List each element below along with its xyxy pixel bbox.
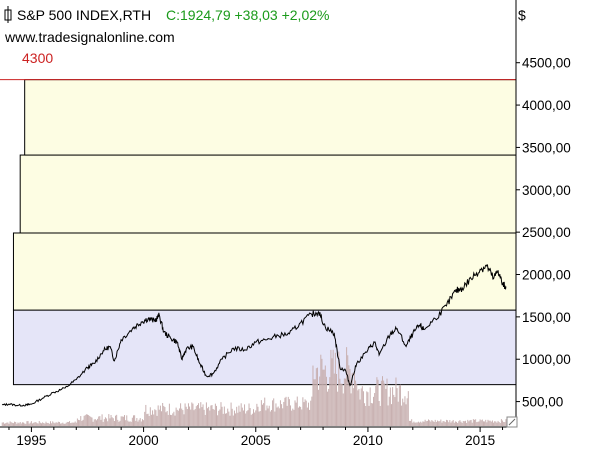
y-tick-label: 4000,00 xyxy=(522,98,571,113)
y-tick-label: 1000,00 xyxy=(522,352,571,367)
level-label: 4300 xyxy=(22,50,53,66)
x-tick-label: 2010 xyxy=(353,433,383,448)
x-tick-label: 2015 xyxy=(465,433,495,448)
y-tick-label: 2000,00 xyxy=(522,268,571,283)
y-tick-label: 3500,00 xyxy=(522,140,571,155)
x-tick-label: 2005 xyxy=(241,433,271,448)
close-readout: C:1924,79 +38,03 +2,02% xyxy=(166,7,329,23)
y-tick-label: 500,00 xyxy=(522,395,563,410)
resize-handle-icon[interactable] xyxy=(506,416,518,428)
x-tick-label: 2000 xyxy=(129,433,159,448)
zone-3 xyxy=(19,154,517,234)
zone-1 xyxy=(12,309,517,386)
y-tick-label: 4500,00 xyxy=(522,56,571,71)
y-tick-label: 1500,00 xyxy=(522,310,571,325)
price-series xyxy=(1,263,507,407)
volume-histogram xyxy=(1,347,508,426)
x-axis: 1995 2000 2005 2010 2015 xyxy=(0,426,516,448)
price-zones xyxy=(12,79,517,386)
y-tick-label: 3000,00 xyxy=(522,183,571,198)
y-tick-label: 2500,00 xyxy=(522,225,571,240)
currency-label: $ xyxy=(518,7,526,23)
symbol-title: S&P 500 INDEX,RTH xyxy=(17,7,151,23)
chart-header: S&P 500 INDEX,RTH C:1924,79 +38,03 +2,02… xyxy=(4,6,526,66)
zone-2 xyxy=(12,232,517,311)
series-line-1 xyxy=(1,263,507,407)
x-tick-label: 1995 xyxy=(16,433,46,448)
y-axis: 500,00 1000,00 1500,00 2000,00 2500,00 3000,0… xyxy=(515,0,571,427)
source-url: www.tradesignalonline.com xyxy=(4,29,175,45)
zone-4 xyxy=(24,79,517,156)
